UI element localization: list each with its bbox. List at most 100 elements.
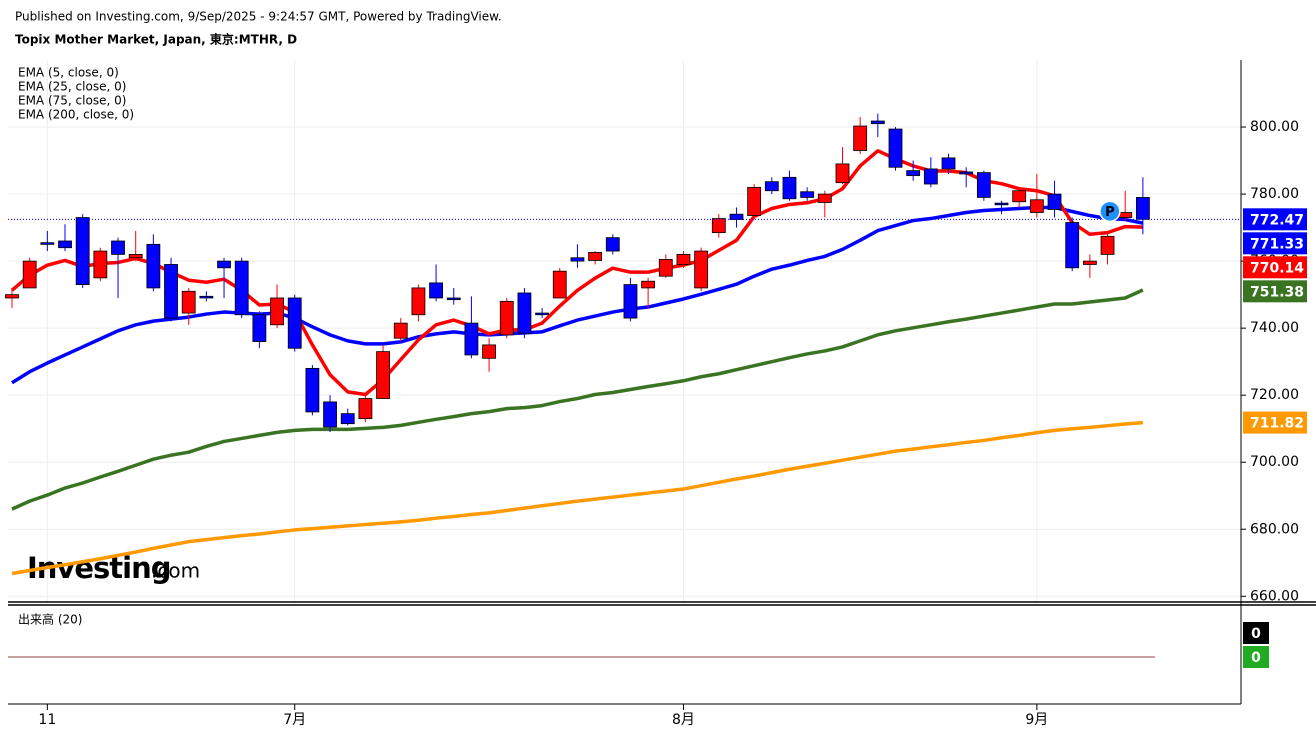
- candle-body: [376, 351, 390, 399]
- volume-value-box: [1243, 646, 1269, 668]
- axis-value-label: 751.38: [1250, 284, 1304, 300]
- legend-entry: EMA (25, close, 0): [18, 80, 126, 94]
- candle-body: [694, 250, 709, 289]
- candle-body: [58, 240, 72, 249]
- y-tick-label: 800.00: [1250, 119, 1299, 135]
- candle-body: [22, 260, 37, 289]
- candle-body: [252, 314, 267, 342]
- candle-body: [199, 295, 214, 299]
- candle-body: [1065, 222, 1080, 269]
- y-tick-label: 660.00: [1250, 588, 1299, 604]
- candle-body: [1118, 212, 1133, 218]
- axis-value-box: [1243, 256, 1307, 279]
- candle-body: [1082, 260, 1097, 265]
- candle-body: [658, 259, 673, 277]
- candle-body: [782, 176, 797, 200]
- x-tick-label: 11: [38, 712, 56, 728]
- price-marker: [1099, 200, 1121, 223]
- x-tick-label: 7月: [283, 712, 306, 728]
- candle-body: [676, 254, 691, 265]
- y-tick-label: 780.00: [1250, 186, 1299, 202]
- candle-body: [1029, 199, 1044, 213]
- candle-body: [817, 193, 832, 203]
- candle-body: [941, 157, 956, 170]
- candle-body: [835, 163, 850, 184]
- axis-value-box: [1243, 232, 1307, 255]
- candle-body: [411, 287, 426, 316]
- legend-entry: EMA (5, close, 0): [18, 66, 119, 80]
- candle-body: [217, 260, 231, 269]
- candle-body: [146, 243, 161, 289]
- candle-body: [1012, 190, 1027, 203]
- candle-body: [40, 242, 55, 245]
- candle-body: [853, 125, 868, 151]
- ema-line: [10, 149, 1143, 397]
- candle-body: [888, 128, 903, 168]
- ema-line: [11, 420, 1144, 576]
- y-tick-label: 720.00: [1250, 387, 1299, 403]
- candle-body: [764, 181, 779, 192]
- candle-body: [800, 191, 815, 198]
- candle-body: [323, 401, 337, 428]
- candle-body: [1047, 193, 1062, 210]
- candle-body: [482, 344, 496, 359]
- price-marker-label: P: [1105, 205, 1115, 220]
- candle-body: [305, 367, 320, 413]
- candle-body: [75, 217, 90, 285]
- candle-body: [976, 172, 991, 198]
- volume-value-box: [1243, 622, 1269, 644]
- candle-body: [93, 250, 108, 279]
- volume-title: 出来高 (20): [18, 612, 82, 627]
- ema-line: [11, 288, 1144, 511]
- candle-body: [923, 168, 938, 185]
- y-tick-label: 680.00: [1250, 521, 1299, 537]
- candle-body: [340, 413, 355, 425]
- ema-line: [11, 205, 1144, 385]
- candle-body: [1100, 235, 1115, 255]
- legend-entry: EMA (75, close, 0): [18, 94, 126, 108]
- candle-body: [747, 186, 762, 216]
- candle-body: [994, 202, 1009, 206]
- candle-body: [623, 284, 638, 319]
- axis-value-label: 770.14: [1250, 260, 1304, 276]
- y-tick-label: 740.00: [1250, 320, 1299, 336]
- candle-body: [605, 237, 620, 252]
- candle-body: [552, 270, 567, 299]
- volume-value-label: 0: [1251, 650, 1261, 666]
- candle-body: [870, 120, 885, 125]
- y-tick-label: 700.00: [1250, 454, 1299, 470]
- candle-body: [234, 260, 249, 316]
- candle-body: [464, 322, 479, 356]
- candle-body: [446, 297, 461, 301]
- candle-body: [270, 297, 284, 326]
- candle-body: [711, 218, 726, 234]
- axis-value-label: 711.82: [1250, 416, 1304, 432]
- axis-value-box: [1243, 208, 1307, 231]
- grid: [8, 60, 1241, 603]
- published-note: Published on Investing.com, 9/Sep/2025 -…: [15, 10, 502, 24]
- axis-value-label: 771.33: [1250, 236, 1304, 252]
- candle-body: [128, 254, 143, 259]
- candle-body: [111, 240, 125, 255]
- candle-body: [5, 294, 19, 299]
- candle-body: [906, 170, 921, 177]
- x-tick-label: 9月: [1025, 712, 1048, 728]
- candle-body: [517, 292, 532, 334]
- candle-body: [429, 282, 443, 299]
- candle-body: [588, 251, 603, 261]
- symbol-title: Topix Mother Market, Japan, 東京:MTHR, D: [15, 32, 297, 47]
- candle-body: [535, 312, 549, 316]
- candle-body: [393, 322, 408, 339]
- legend-entry: EMA (200, close, 0): [18, 108, 134, 122]
- candle-body: [499, 300, 514, 336]
- candle-body: [641, 280, 656, 289]
- candle-body: [358, 398, 373, 420]
- axis-value-box: [1243, 411, 1307, 434]
- candle-body: [181, 290, 196, 314]
- candle-body: [729, 213, 744, 220]
- volume-value-label: 0: [1251, 626, 1261, 642]
- axis-value-box: [1243, 280, 1307, 303]
- axis-value-label: 772.47: [1250, 212, 1304, 228]
